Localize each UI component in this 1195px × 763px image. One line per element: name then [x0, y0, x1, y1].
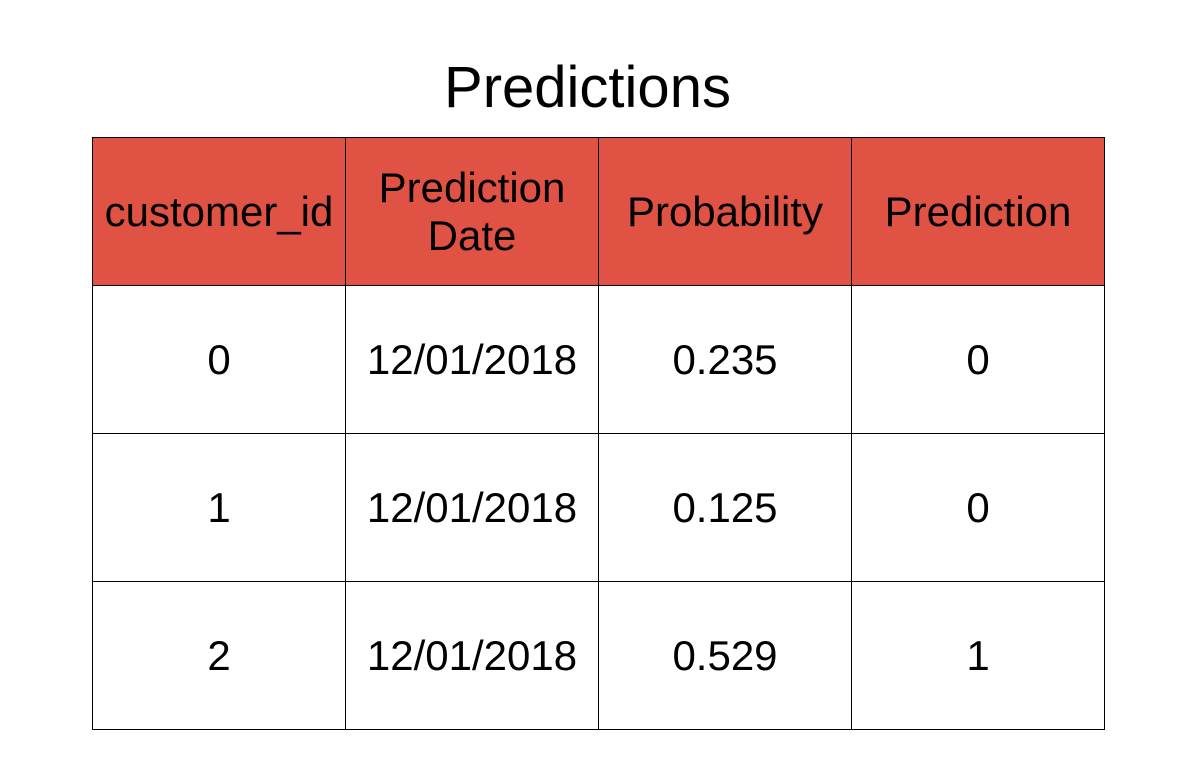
cell-probability: 0.125 [598, 433, 852, 582]
header-row: customer_id Prediction Date Probability … [92, 137, 1105, 286]
header-probability: Probability [598, 137, 852, 286]
table-row: 0 12/01/2018 0.235 0 [92, 285, 1105, 434]
cell-prediction-date: 12/01/2018 [345, 433, 599, 582]
table-row: 1 12/01/2018 0.125 0 [92, 433, 1105, 582]
cell-prediction: 1 [851, 581, 1105, 730]
cell-prediction-date: 12/01/2018 [345, 285, 599, 434]
cell-probability: 0.235 [598, 285, 852, 434]
cell-customer-id: 1 [92, 433, 346, 582]
page-title: Predictions [444, 55, 731, 120]
predictions-table: customer_id Prediction Date Probability … [92, 137, 1105, 730]
cell-customer-id: 0 [92, 285, 346, 434]
header-customer-id: customer_id [92, 137, 346, 286]
cell-customer-id: 2 [92, 581, 346, 730]
cell-prediction: 0 [851, 433, 1105, 582]
cell-prediction-date: 12/01/2018 [345, 581, 599, 730]
cell-prediction: 0 [851, 285, 1105, 434]
cell-probability: 0.529 [598, 581, 852, 730]
table-row: 2 12/01/2018 0.529 1 [92, 581, 1105, 730]
header-prediction-date: Prediction Date [345, 137, 599, 286]
header-prediction: Prediction [851, 137, 1105, 286]
